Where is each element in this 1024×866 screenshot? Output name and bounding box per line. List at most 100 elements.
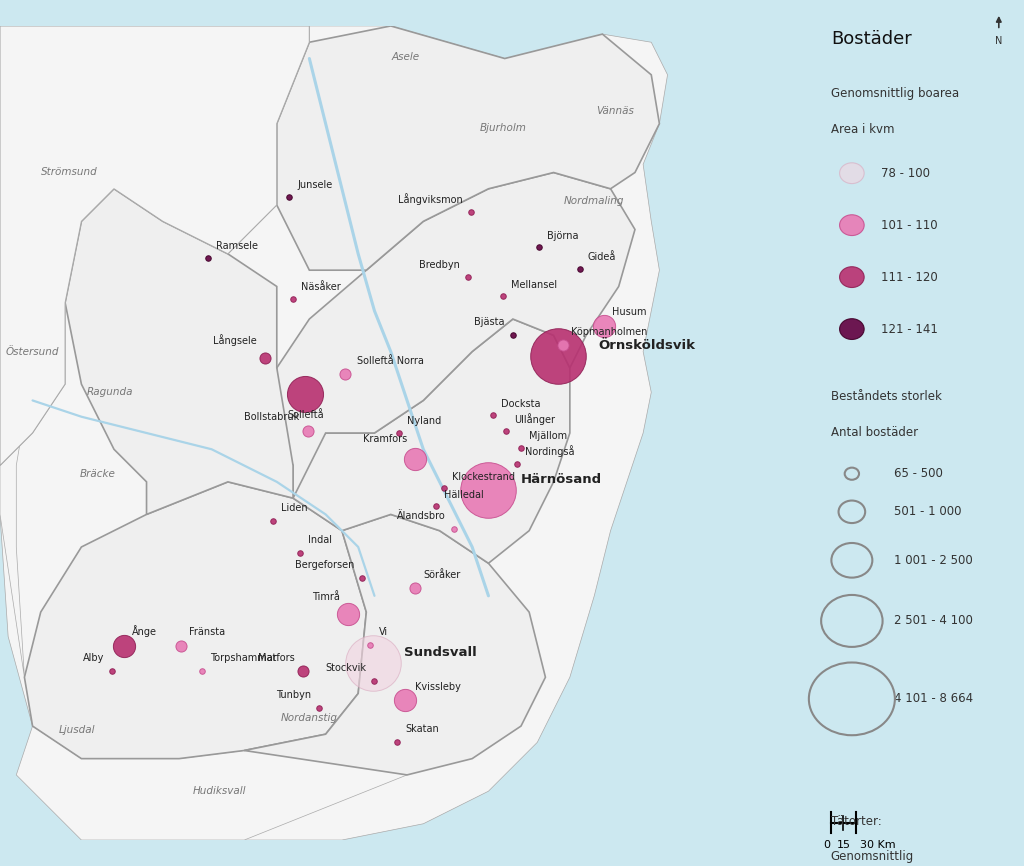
- Point: [530, 241, 547, 255]
- Text: Skatan: Skatan: [406, 724, 439, 734]
- Text: 0: 0: [823, 840, 830, 850]
- Polygon shape: [0, 222, 82, 677]
- Text: Junsele: Junsele: [297, 180, 333, 191]
- Polygon shape: [16, 694, 408, 840]
- Text: Nyland: Nyland: [408, 417, 441, 426]
- Text: Ånge: Ånge: [132, 624, 157, 637]
- Text: Östersund: Östersund: [6, 346, 59, 357]
- Polygon shape: [25, 481, 367, 759]
- Text: Indal: Indal: [308, 535, 332, 546]
- Text: 2 501 - 4 100: 2 501 - 4 100: [894, 614, 973, 628]
- Text: Bjästa: Bjästa: [474, 317, 505, 327]
- Text: N: N: [995, 36, 1002, 47]
- Text: Örnsköldsvik: Örnsköldsvik: [598, 339, 695, 352]
- Point: [295, 663, 311, 677]
- Point: [509, 457, 525, 471]
- Text: Docksta: Docksta: [501, 398, 540, 409]
- Point: [596, 319, 612, 333]
- Text: 1 001 - 2 500: 1 001 - 2 500: [894, 553, 973, 567]
- Point: [555, 338, 571, 352]
- Point: [427, 500, 443, 514]
- Point: [513, 441, 529, 455]
- Text: Hälledal: Hälledal: [443, 490, 483, 500]
- Text: Husum: Husum: [612, 307, 647, 318]
- Polygon shape: [293, 319, 569, 563]
- Text: 78 - 100: 78 - 100: [882, 166, 930, 180]
- Polygon shape: [276, 172, 635, 498]
- Text: Gideå: Gideå: [588, 252, 616, 262]
- Text: 15: 15: [837, 840, 851, 850]
- Text: Björna: Björna: [547, 231, 579, 241]
- Text: Klockestrand: Klockestrand: [452, 472, 515, 481]
- Point: [484, 408, 501, 422]
- Text: Asele: Asele: [391, 52, 420, 61]
- Text: Stockvik: Stockvik: [326, 663, 367, 673]
- Text: 101 - 110: 101 - 110: [882, 218, 938, 232]
- Point: [397, 693, 414, 707]
- Text: Liden: Liden: [281, 503, 307, 513]
- Text: Långsele: Långsele: [213, 334, 257, 346]
- Point: [340, 607, 356, 621]
- Point: [498, 424, 514, 438]
- Text: Bjurholm: Bjurholm: [479, 123, 526, 132]
- Text: Näsåker: Näsåker: [301, 282, 341, 292]
- Point: [463, 204, 479, 218]
- Text: 501 - 1 000: 501 - 1 000: [894, 505, 962, 519]
- Point: [311, 701, 328, 715]
- Point: [391, 426, 408, 440]
- Point: [104, 663, 121, 677]
- Text: Sundsvall: Sundsvall: [403, 645, 476, 658]
- Point: [389, 735, 406, 749]
- Polygon shape: [0, 26, 668, 840]
- Text: Mjällom: Mjällom: [529, 431, 567, 441]
- Polygon shape: [244, 514, 546, 775]
- Text: Solleftå Norra: Solleftå Norra: [357, 356, 424, 366]
- Text: Timrå: Timrå: [312, 591, 340, 602]
- Text: Härnösand: Härnösand: [521, 473, 602, 486]
- Text: 65 - 500: 65 - 500: [894, 467, 943, 481]
- Text: Bostäder: Bostäder: [830, 30, 911, 48]
- Text: Hudiksvall: Hudiksvall: [194, 786, 247, 796]
- Point: [297, 387, 313, 401]
- Text: Nordingså: Nordingså: [525, 445, 574, 457]
- Point: [495, 289, 511, 303]
- Point: [480, 483, 497, 497]
- Text: Ramsele: Ramsele: [216, 242, 258, 251]
- Text: Ragunda: Ragunda: [87, 387, 133, 397]
- Point: [460, 270, 476, 284]
- Text: Tunbyn: Tunbyn: [275, 690, 311, 700]
- Text: 30 Km: 30 Km: [860, 840, 896, 850]
- Text: Mellansel: Mellansel: [511, 280, 557, 290]
- Text: Ljusdal: Ljusdal: [59, 725, 95, 735]
- Point: [285, 292, 301, 306]
- Text: Ullånger: Ullånger: [514, 413, 555, 425]
- Point: [362, 637, 379, 651]
- Point: [505, 328, 521, 342]
- Point: [354, 571, 371, 585]
- Point: [257, 352, 273, 365]
- Text: Köpmanholmen: Köpmanholmen: [571, 327, 648, 337]
- Point: [200, 251, 216, 265]
- Text: Bollstabruk: Bollstabruk: [245, 411, 300, 422]
- Polygon shape: [276, 26, 659, 270]
- Text: Vi: Vi: [379, 626, 388, 637]
- Point: [300, 424, 316, 438]
- Point: [435, 481, 452, 495]
- Point: [367, 675, 383, 688]
- Point: [571, 262, 588, 275]
- Point: [264, 514, 281, 528]
- Text: Vännäs: Vännäs: [596, 107, 634, 116]
- Text: Älandsbro: Älandsbro: [397, 511, 446, 521]
- Text: Matfors: Matfors: [258, 653, 295, 662]
- Text: Genomsnittlig boarea: Genomsnittlig boarea: [830, 87, 959, 100]
- Text: Beståndets storlek: Beståndets storlek: [830, 390, 942, 403]
- Text: 4 101 - 8 664: 4 101 - 8 664: [894, 692, 973, 706]
- Point: [365, 656, 381, 669]
- Text: 111 - 120: 111 - 120: [882, 270, 938, 284]
- Text: Genomsnittlig: Genomsnittlig: [830, 850, 914, 863]
- Text: Antal bostäder: Antal bostäder: [830, 426, 918, 439]
- Polygon shape: [66, 189, 293, 514]
- Text: Alby: Alby: [83, 653, 104, 662]
- Point: [407, 452, 423, 466]
- Text: Bergeforsen: Bergeforsen: [295, 559, 354, 570]
